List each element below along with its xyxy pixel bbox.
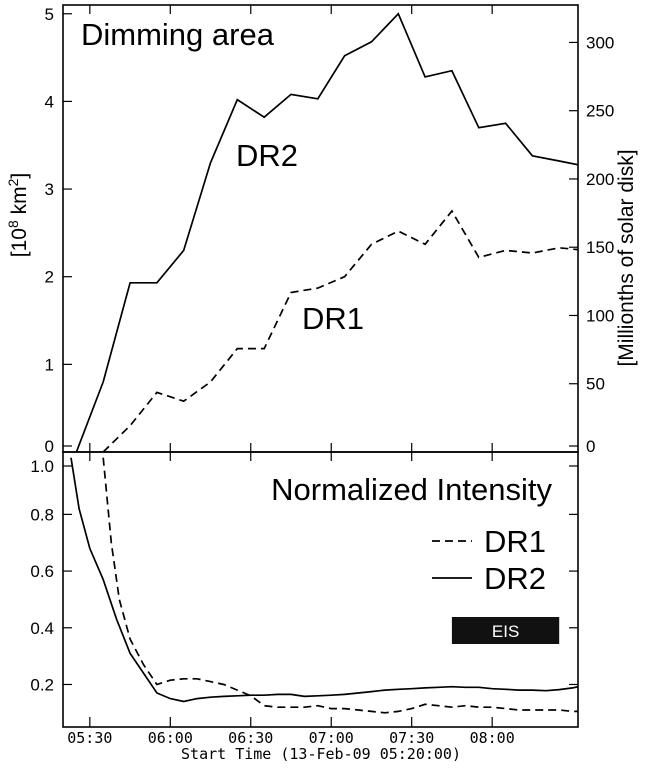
bottom-series-line-dr1 [102,457,578,714]
top-panel-title: Dimming area [81,17,275,52]
bottom-panel: 0.2 0.4 0.6 0.8 1.0 05:30 06:00 06:30 07:00 07:3… [30,451,579,763]
bottom-series-line-dr2 [70,457,578,703]
right-y-axis-label: [Millionths of solar disk] [615,149,638,366]
bottom-panel-frame [62,451,579,728]
top-right-ytick-label-150: 150 [586,238,614,257]
top-left-ytick-label-3: 3 [45,180,54,199]
top-x-axis-ticks [89,5,493,452]
bottom-ytick-label-0.6: 0.6 [30,562,54,581]
bottom-xtick-label-3: 07:00 [309,729,354,747]
eis-bar [451,617,560,644]
bottom-xtick-label-2: 06:30 [228,729,273,747]
top-right-ytick-label-50: 50 [586,375,605,394]
top-left-ytick-label-5: 5 [45,5,54,24]
top-right-ytick-label-250: 250 [586,102,614,121]
bottom-ytick-label-0.8: 0.8 [30,505,54,524]
bottom-xtick-label-4: 07:30 [389,729,434,747]
bottom-series-group [70,457,578,714]
top-panel-frame [62,4,579,453]
top-left-ytick-label-1: 1 [45,355,54,374]
bottom-ytick-label-0.4: 0.4 [30,619,54,638]
top-right-ytick-label-100: 100 [586,306,614,325]
bottom-panel-title: Normalized Intensity [271,472,552,507]
legend: DR1 DR2 [432,524,546,596]
top-series-line-dr2 [75,12,578,452]
bottom-ytick-label-1.0: 1.0 [30,457,54,476]
bottom-y-axis: 0.2 0.4 0.6 0.8 1.0 [30,457,578,694]
bottom-ytick-label-0.2: 0.2 [30,675,54,694]
series-label-dr2: DR2 [236,138,298,173]
bottom-xtick-label-0: 05:30 [67,729,112,747]
legend-label-dr2: DR2 [484,561,546,596]
top-series-group [75,12,578,452]
x-axis-label: Start Time (13-Feb-09 05:20:00) [181,745,461,763]
bottom-xtick-label-1: 06:00 [148,729,193,747]
top-left-ytick-label-2: 2 [45,268,54,287]
top-right-ytick-label-200: 200 [586,170,614,189]
top-series-line-dr1 [102,209,578,452]
top-panel: 0 1 2 3 4 5 0 50 100 150 200 250 300 Dimming area D… [5,4,638,456]
top-left-y-axis: 0 1 2 3 4 5 [45,5,72,456]
bottom-x-axis: 05:30 06:00 06:30 07:00 07:30 08:00 [67,452,515,747]
eis-label: EIS [492,622,519,641]
eis-annotation: EIS [451,617,560,644]
left-y-axis-label: [108 km2] [5,173,31,257]
series-label-dr1: DR1 [302,301,364,336]
top-right-ytick-label-0: 0 [586,437,595,456]
top-left-ytick-label-0: 0 [45,437,54,456]
top-right-y-axis: 0 50 100 150 200 250 300 [569,33,614,456]
bottom-xtick-label-5: 08:00 [470,729,515,747]
top-right-ytick-label-300: 300 [586,33,614,52]
legend-label-dr1: DR1 [484,524,546,559]
top-left-ytick-label-4: 4 [45,92,54,111]
